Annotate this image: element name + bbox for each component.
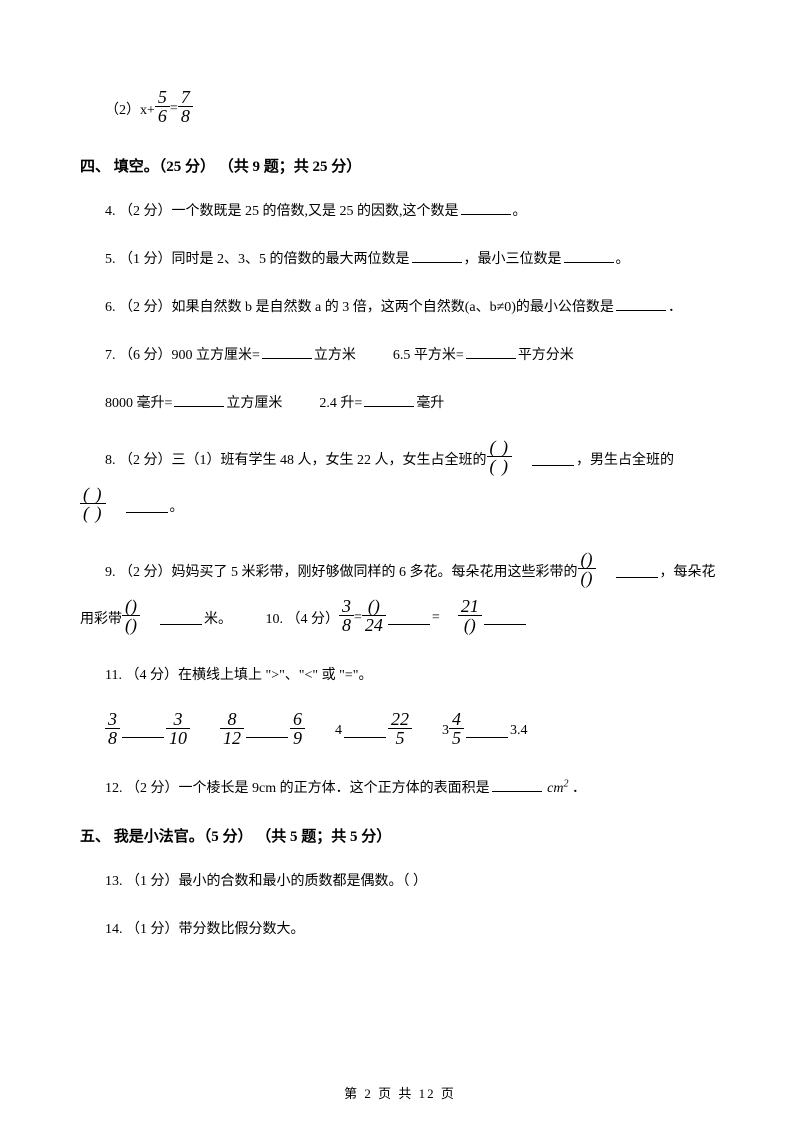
q8-line1: 8. （2 分）三（1）班有学生 48 人，女生 22 人，女生占全班的 ( )… (105, 440, 674, 477)
num-4: 4 (335, 723, 342, 739)
q12: 12. （2 分）一个棱长是 9cm 的正方体．这个正方体的表面积是 cm2 ． (105, 777, 725, 797)
frac-21-0: 21 () (458, 597, 482, 634)
q6: 6. （2 分）如果自然数 b 是自然数 a 的 3 倍，这两个自然数(a、b≠… (105, 296, 725, 316)
q8-line2: ( ) ( ) 。 (80, 487, 184, 524)
q14: 14. （1 分）带分数比假分数大。 (105, 918, 725, 938)
blank[interactable] (466, 345, 516, 359)
frac-6-9: 6 9 (290, 710, 305, 747)
blank[interactable] (492, 778, 542, 792)
blank[interactable] (364, 393, 414, 407)
q2-prefix: （2）x+ (105, 99, 155, 119)
blank[interactable] (564, 249, 614, 263)
frac-0-24: () 24 (362, 597, 386, 634)
blank[interactable] (461, 201, 511, 215)
frac-3-8: 3 8 (339, 597, 354, 634)
q13: 13. （1 分）最小的合数和最小的质数都是偶数。（ ） (105, 870, 725, 890)
blank[interactable] (126, 499, 168, 513)
blank[interactable] (388, 611, 430, 625)
eq-sign: = (170, 101, 178, 117)
frac-3-8b: 3 8 (105, 710, 120, 747)
frac-zero: () () (122, 597, 140, 634)
q10: 10. （4 分） 3 8 = () 24 = 21 () (266, 599, 528, 636)
num-3-4: 3.4 (510, 723, 528, 739)
blank[interactable] (616, 297, 666, 311)
q9-line2: 用彩带 () () 米。 (80, 599, 232, 636)
blank[interactable] (122, 724, 164, 738)
page-footer: 第 2 页 共 12 页 (0, 1083, 800, 1102)
section-4-title: 四、 填空。（25 分） （共 9 题；共 25 分） (80, 155, 725, 176)
blank[interactable] (466, 724, 508, 738)
q2-equation: （2）x+ 5 6 = 7 8 (105, 90, 193, 127)
frac-5-6: 5 6 (155, 88, 170, 125)
q11: 11. （4 分）在横线上填上 ">"、"<" 或 "="。 (105, 664, 725, 684)
q5: 5. （1 分）同时是 2、3、5 的倍数的最大两位数是，最小三位数是。 (105, 248, 725, 268)
blank[interactable] (246, 724, 288, 738)
frac-paren: ( ) ( ) (80, 485, 106, 522)
q9-line1: 9. （2 分）妈妈买了 5 米彩带，刚好够做同样的 6 多花。每朵花用这些彩带… (105, 552, 716, 589)
blank[interactable] (412, 249, 462, 263)
frac-8-12: 8 12 (220, 710, 244, 747)
blank[interactable] (160, 611, 202, 625)
blank[interactable] (484, 611, 526, 625)
frac-4-5: 4 5 (449, 710, 464, 747)
frac-zero: () () (578, 550, 596, 587)
blank[interactable] (262, 345, 312, 359)
q4: 4. （2 分）一个数既是 25 的倍数,又是 25 的因数,这个数是。 (105, 200, 725, 220)
section-5-title: 五、 我是小法官。（5 分） （共 5 题；共 5 分） (80, 825, 725, 846)
blank[interactable] (344, 724, 386, 738)
q7-line2: 8000 毫升=立方厘米 2.4 升=毫升 (105, 392, 725, 412)
frac-22-5: 22 5 (388, 710, 412, 747)
q7-line1: 7. （6 分）900 立方厘米=立方米 6.5 平方米=平方分米 (105, 344, 725, 364)
q11-row: 3 8 3 10 8 12 6 9 4 22 5 3 4 5 3.4 (105, 712, 528, 749)
blank[interactable] (532, 452, 574, 466)
frac-7-8: 7 8 (178, 88, 193, 125)
mixed-3: 3 (442, 723, 449, 739)
blank[interactable] (616, 564, 658, 578)
blank[interactable] (174, 393, 224, 407)
frac-paren: ( ) ( ) (487, 438, 513, 475)
frac-3-10: 3 10 (166, 710, 190, 747)
unit-cm2: cm2 (547, 781, 568, 796)
